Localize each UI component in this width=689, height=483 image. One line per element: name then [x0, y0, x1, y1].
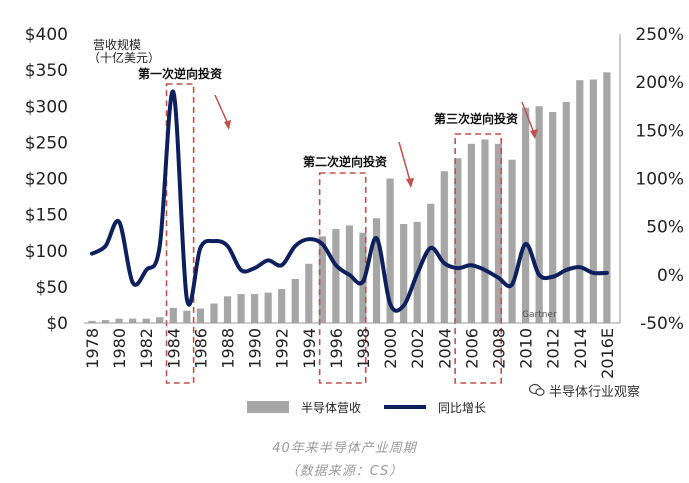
x-tick-label: 2004	[435, 328, 454, 369]
bar-2016	[603, 72, 611, 323]
x-tick-label: 1978	[83, 328, 102, 369]
bar-1990	[251, 294, 259, 323]
right-axis-ticks: -50% 0% 50% 100% 150% 200% 250%	[635, 25, 684, 334]
bar-1993	[291, 278, 299, 323]
bar-2015	[589, 79, 597, 323]
arrow-first	[214, 94, 231, 130]
bar-1996	[332, 229, 340, 323]
left-tick-label: $0	[46, 314, 68, 334]
right-tick-label: 150%	[635, 121, 684, 141]
annotation-third: 第三次逆向投资	[434, 111, 518, 126]
left-tick-label: $350	[25, 61, 68, 81]
bar-1995	[318, 236, 326, 323]
bar-1980	[115, 318, 123, 323]
right-tick-label: 0%	[657, 266, 684, 286]
bar-1994	[305, 263, 313, 323]
left-axis-title-line2: （十亿美元）	[88, 50, 160, 65]
x-tick-label: 2006	[462, 328, 481, 369]
bar-2007	[481, 139, 489, 323]
bar-1987	[210, 303, 218, 323]
x-tick-label: 1994	[300, 328, 319, 369]
bar-1982	[142, 318, 150, 323]
right-tick-label: 200%	[635, 73, 684, 93]
legend-line-label: 同比增长	[438, 401, 486, 415]
x-tick-label: 1988	[219, 328, 238, 369]
annotation-box-third	[454, 133, 503, 384]
right-tick-label: -50%	[640, 314, 684, 334]
right-tick-label: 100%	[635, 170, 684, 190]
x-tick-label: 2008	[490, 328, 509, 369]
left-axis-title-line1: 营收规模	[93, 37, 141, 52]
bar-1988	[223, 296, 232, 323]
x-tick-label: 2014	[571, 328, 590, 369]
legend: 半导体营收 同比增长	[247, 401, 486, 415]
left-tick-label: $200	[25, 170, 68, 190]
x-tick-label: 1984	[164, 328, 183, 369]
annotation-second: 第二次逆向投资	[303, 154, 387, 169]
arrow-third	[521, 101, 538, 139]
bar-1999	[372, 218, 381, 323]
bar-2006	[467, 143, 475, 323]
bar-1986	[196, 308, 204, 323]
x-tick-label: 2002	[408, 328, 427, 369]
x-axis-ticks: 1978 1980 1982 1984 1986 1988 1990 1992 1994 1996…	[83, 328, 617, 379]
bar-2010	[522, 107, 530, 323]
x-tick-label: 2010	[517, 328, 536, 369]
left-tick-label: $50	[36, 278, 68, 298]
bar-1979	[101, 320, 110, 323]
bar-2004	[440, 171, 448, 323]
bar-2003	[427, 203, 435, 323]
left-tick-label: $250	[25, 133, 68, 153]
annotation-first: 第一次逆向投资	[138, 66, 222, 81]
bar-2009	[508, 159, 516, 323]
bar-2001	[400, 224, 408, 323]
chart-svg: $0 $50 $100 $150 $200 $250 $300 $350 $400 -50% 0%…	[25, 25, 684, 415]
x-tick-label: 2012	[544, 328, 563, 369]
x-tick-label: 1986	[191, 328, 210, 369]
bar-2011	[535, 106, 543, 323]
right-tick-label: 250%	[635, 25, 684, 45]
bar-1984	[169, 307, 177, 323]
bar-1992	[278, 289, 286, 323]
growth-line	[90, 89, 609, 313]
x-tick-label: 2000	[381, 328, 400, 369]
bar-1989	[237, 294, 245, 323]
bar-1991	[264, 292, 272, 323]
right-tick-label: 50%	[646, 218, 684, 238]
bar-series	[88, 72, 611, 324]
bar-1978	[88, 320, 96, 323]
x-tick-label: 1998	[354, 328, 373, 369]
caption-source: （数据来源：CS）	[285, 464, 404, 479]
x-tick-label: 1980	[110, 328, 129, 369]
left-axis-ticks: $0 $50 $100 $150 $200 $250 $300 $350 $400	[25, 25, 68, 334]
watermark-text: 半导体行业观察	[549, 385, 641, 400]
annotation-box-first	[165, 83, 195, 384]
bar-2008	[494, 143, 503, 323]
wechat-icon	[529, 383, 545, 396]
bar-1983	[156, 317, 164, 323]
legend-bar-label: 半导体营收	[301, 401, 361, 415]
bar-1981	[129, 318, 137, 323]
arrow-second	[398, 141, 414, 188]
x-tick-label: 1990	[246, 328, 265, 369]
caption-title: 40年来半导体产业周期	[272, 441, 417, 456]
bar-2013	[562, 101, 570, 323]
bar-watermark: Gartner	[522, 310, 557, 320]
legend-bar-swatch	[247, 401, 289, 413]
left-tick-label: $300	[25, 97, 68, 117]
bar-2005	[454, 158, 462, 323]
x-tick-label: 1992	[273, 328, 292, 369]
bar-2014	[576, 80, 584, 324]
left-tick-label: $150	[25, 206, 68, 226]
bar-1985	[183, 310, 191, 323]
bar-2012	[549, 112, 557, 323]
x-tick-label: 1996	[327, 328, 346, 369]
left-tick-label: $100	[25, 242, 68, 262]
x-tick-label: 1982	[137, 328, 156, 369]
left-tick-label: $400	[25, 25, 68, 45]
bar-2000	[386, 178, 394, 323]
x-tick-label: 2016E	[598, 328, 617, 379]
